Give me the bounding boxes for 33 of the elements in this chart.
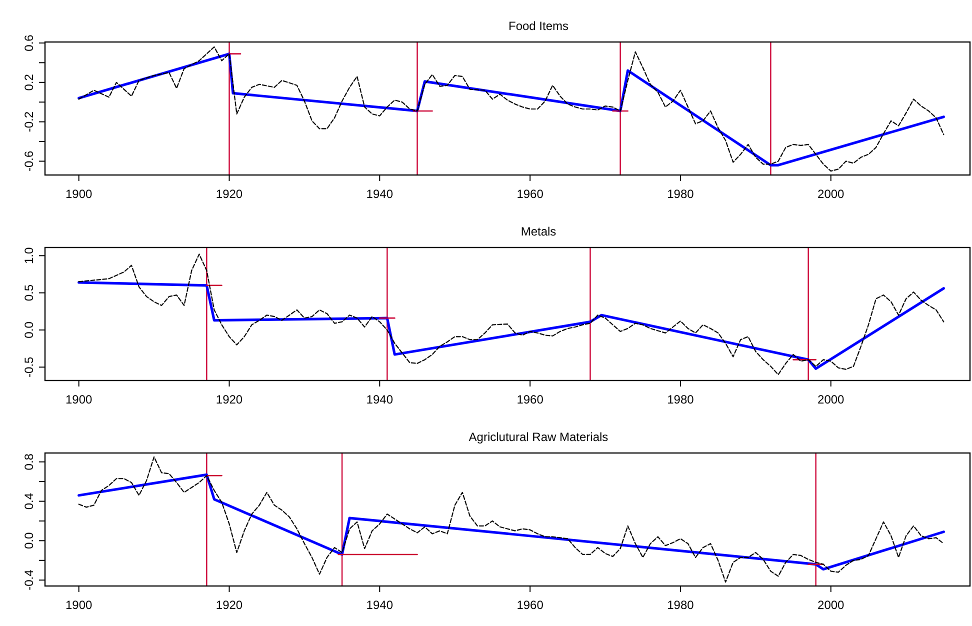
y-tick-label: -0.2	[22, 111, 36, 132]
x-tick-label: 1900	[65, 392, 93, 406]
x-tick-label: 1900	[65, 187, 93, 201]
x-tick-label: 1960	[516, 598, 544, 612]
x-tick-label: 2000	[818, 187, 845, 201]
x-tick-label: 2000	[818, 392, 845, 406]
y-tick-label: 0.8	[22, 453, 36, 470]
x-tick-label: 1960	[516, 187, 544, 201]
x-tick-label: 1940	[366, 187, 394, 201]
x-tick-label: 1920	[216, 187, 243, 201]
x-tick-label: 1940	[366, 392, 394, 406]
y-tick-label: -0.5	[22, 356, 36, 378]
chart-title: Food Items	[508, 19, 569, 33]
chart-title: Metals	[520, 224, 556, 238]
y-tick-label: 0.0	[22, 532, 36, 550]
x-tick-label: 1960	[516, 392, 544, 406]
chart-title: Agriclutural Raw Materials	[468, 430, 608, 444]
x-tick-label: 2000	[818, 598, 845, 612]
x-tick-label: 1980	[667, 187, 694, 201]
y-tick-label: 0.6	[22, 34, 36, 52]
x-tick-label: 1940	[366, 598, 394, 612]
x-tick-label: 1900	[65, 598, 93, 612]
y-tick-label: 0.5	[22, 284, 36, 302]
x-tick-label: 1920	[216, 598, 243, 612]
y-tick-label: -0.6	[22, 150, 36, 172]
y-tick-label: 0.0	[22, 321, 36, 338]
y-tick-label: -0.4	[22, 569, 36, 590]
y-tick-label: 0.4	[22, 492, 36, 510]
x-tick-label: 1920	[216, 392, 243, 406]
x-tick-label: 1980	[667, 392, 694, 406]
x-tick-label: 1980	[667, 598, 694, 612]
y-tick-label: 1.0	[22, 247, 36, 264]
y-tick-label: 0.2	[22, 74, 36, 91]
